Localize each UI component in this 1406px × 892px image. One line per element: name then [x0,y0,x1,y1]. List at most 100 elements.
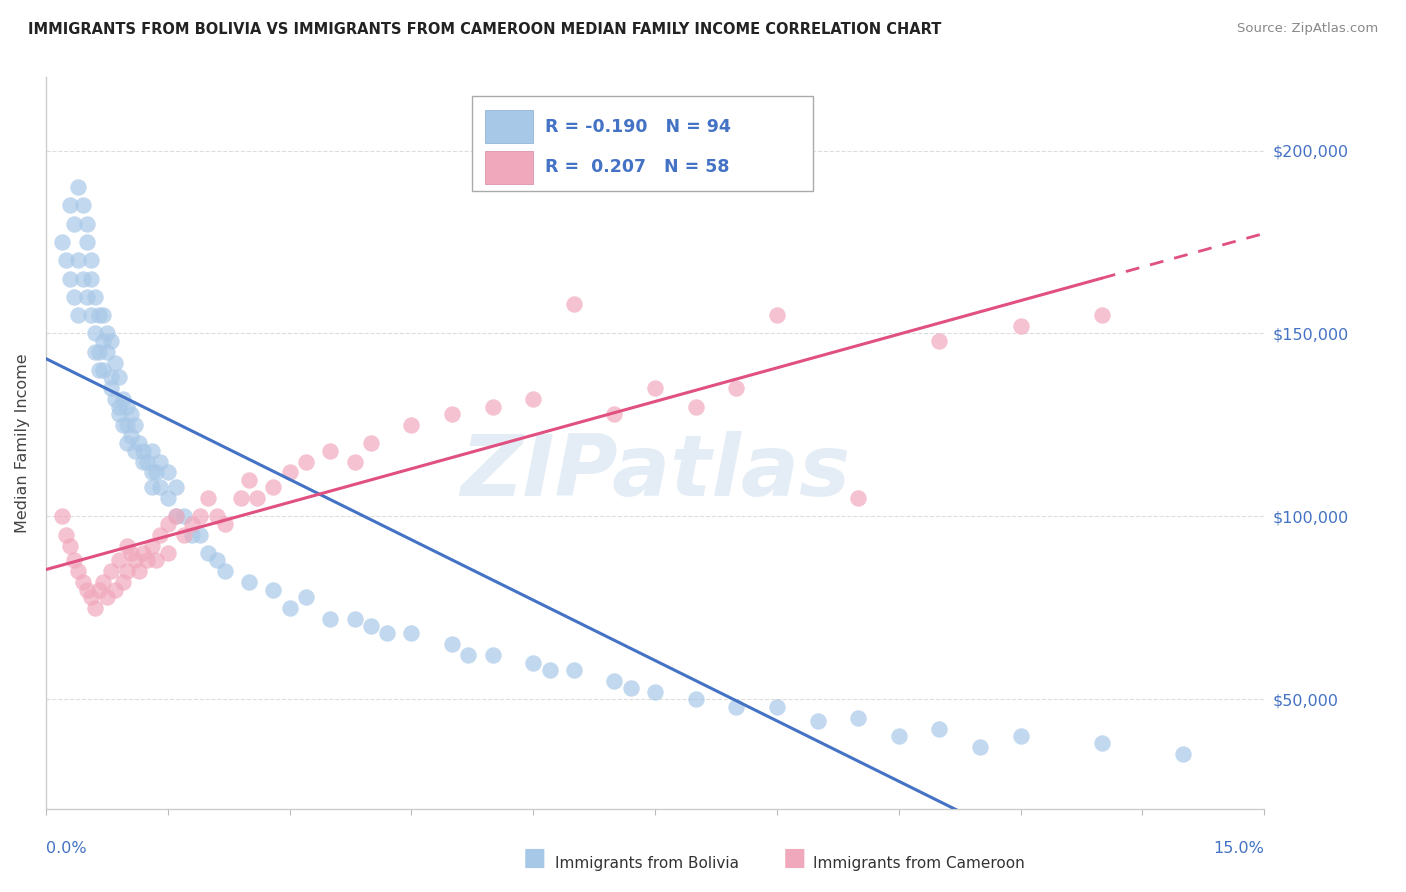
Point [295,454,318,468]
Point [214,516,236,531]
Point [112,417,135,432]
Point [1091,736,1114,750]
Point [67,253,90,268]
Point [83,290,105,304]
Point [262,480,284,494]
Point [441,637,464,651]
Point [149,454,172,468]
Point [343,454,366,468]
Point [969,739,991,754]
Point [55,527,77,541]
Point [145,466,167,480]
Point [1091,308,1114,322]
Text: 15.0%: 15.0% [1213,841,1264,856]
Point [156,466,179,480]
Point [115,539,138,553]
Point [181,516,204,531]
Point [79,590,101,604]
Point [124,417,146,432]
Point [319,443,342,458]
Point [145,553,167,567]
Point [538,663,561,677]
Point [87,363,110,377]
Point [112,392,135,407]
Text: Immigrants from Cameroon: Immigrants from Cameroon [813,856,1025,871]
Point [108,400,131,414]
Point [76,582,98,597]
Point [141,443,163,458]
Point [132,443,155,458]
Point [100,370,122,384]
Point [100,564,122,578]
Point [63,290,86,304]
Point [360,619,382,633]
Point [319,612,342,626]
Point [441,407,464,421]
Point [603,673,626,688]
Point [91,363,114,377]
FancyBboxPatch shape [485,151,533,184]
Point [83,326,105,341]
Point [76,217,98,231]
Point [685,400,707,414]
Point [481,648,503,663]
Point [173,509,195,524]
Point [725,381,748,395]
Point [115,564,138,578]
Point [108,370,131,384]
Point [887,729,910,743]
Point [59,198,82,212]
Point [522,656,544,670]
Point [91,575,114,590]
Point [100,381,122,395]
Point [197,491,219,505]
Point [76,235,98,249]
Point [104,392,127,407]
Text: ■: ■ [783,846,806,870]
Point [295,590,318,604]
Text: Source: ZipAtlas.com: Source: ZipAtlas.com [1237,22,1378,36]
Point [766,699,789,714]
Point [96,590,118,604]
Point [79,271,101,285]
Point [96,326,118,341]
Point [188,527,211,541]
Point [87,344,110,359]
Point [124,443,146,458]
Point [63,217,86,231]
Point [112,575,135,590]
Point [846,710,869,724]
Point [120,429,142,443]
Text: R =  0.207   N = 58: R = 0.207 N = 58 [546,159,730,177]
Point [115,417,138,432]
Point [63,553,86,567]
Point [51,509,73,524]
Point [1171,747,1194,761]
Point [725,699,748,714]
Text: ■: ■ [523,846,546,870]
Point [128,436,150,450]
Point [59,271,82,285]
Point [278,600,301,615]
Point [79,308,101,322]
Point [141,466,163,480]
Point [173,527,195,541]
Point [141,480,163,494]
FancyBboxPatch shape [472,95,814,191]
Point [238,473,260,487]
Point [124,553,146,567]
Point [481,400,503,414]
Point [120,546,142,560]
Point [806,714,828,729]
Point [928,334,950,348]
Point [846,491,869,505]
Text: IMMIGRANTS FROM BOLIVIA VS IMMIGRANTS FROM CAMEROON MEDIAN FAMILY INCOME CORRELA: IMMIGRANTS FROM BOLIVIA VS IMMIGRANTS FR… [28,22,942,37]
Point [685,692,707,706]
Text: R = -0.190   N = 94: R = -0.190 N = 94 [546,118,731,136]
Point [620,681,643,696]
Point [67,180,90,194]
Point [156,491,179,505]
Point [67,564,90,578]
Point [644,685,666,699]
Point [100,334,122,348]
